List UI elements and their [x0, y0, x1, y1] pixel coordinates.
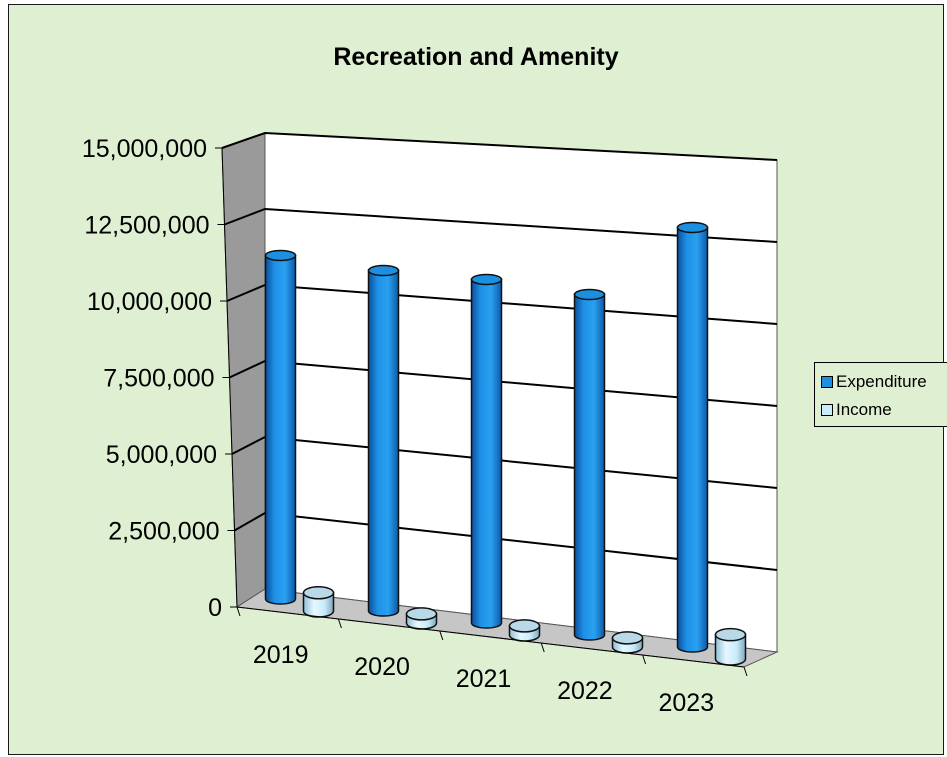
x-tick-label: 2023: [658, 689, 714, 717]
legend: Expenditure Income: [814, 362, 947, 427]
x-axis-line: [236, 606, 745, 668]
x-tick-label: 2019: [253, 641, 309, 669]
x-tick-mark: [540, 642, 545, 653]
y-tick-label: 2,500,000: [108, 518, 219, 546]
y-tick-label: 10,000,000: [87, 288, 212, 316]
x-tick-mark: [743, 666, 748, 677]
bar-expenditure-2019: [264, 249, 297, 605]
x-tick-label: 2022: [557, 677, 613, 705]
bar-expenditure-2021: [470, 273, 503, 629]
gridline: [224, 207, 778, 243]
legend-label-income: Income: [836, 400, 892, 419]
x-tick-mark: [439, 630, 444, 641]
y-tick-label: 12,500,000: [84, 212, 209, 240]
bar-income-2020: [405, 607, 438, 630]
bar-expenditure-2022: [573, 288, 606, 641]
x-tick-label: 2020: [354, 653, 410, 681]
legend-item-income: Income: [821, 400, 892, 420]
legend-label-expenditure: Expenditure: [836, 372, 927, 391]
y-tick-label: 7,500,000: [103, 365, 214, 393]
x-tick-mark: [337, 618, 342, 629]
gridline: [221, 131, 778, 161]
legend-item-expenditure: Expenditure: [821, 372, 927, 392]
y-tick-label: 0: [208, 594, 222, 622]
chart-frame: 0 2,500,000 5,000,000 7,500,000 10,000,000 12…: [8, 4, 947, 755]
x-tick-label: 2021: [456, 665, 512, 693]
chart-title: Recreation and Amenity: [333, 43, 619, 71]
y-tick-label: 15,000,000: [82, 135, 207, 163]
chart-plot: 0 2,500,000 5,000,000 7,500,000 10,000,000 12…: [82, 131, 779, 717]
bar-expenditure-2023: [676, 221, 709, 653]
bar-income-2021: [508, 619, 541, 642]
bar-expenditure-2020: [367, 264, 400, 617]
legend-swatch-income: [821, 404, 833, 416]
bar-income-2023: [714, 627, 747, 666]
legend-swatch-expenditure: [821, 376, 833, 388]
x-tick-mark: [236, 606, 241, 617]
bar-income-2022: [611, 631, 644, 654]
bar-income-2019: [302, 586, 335, 618]
y-tick-label: 5,000,000: [106, 441, 217, 469]
x-tick-mark: [642, 654, 647, 665]
y-axis-line: [221, 147, 238, 608]
